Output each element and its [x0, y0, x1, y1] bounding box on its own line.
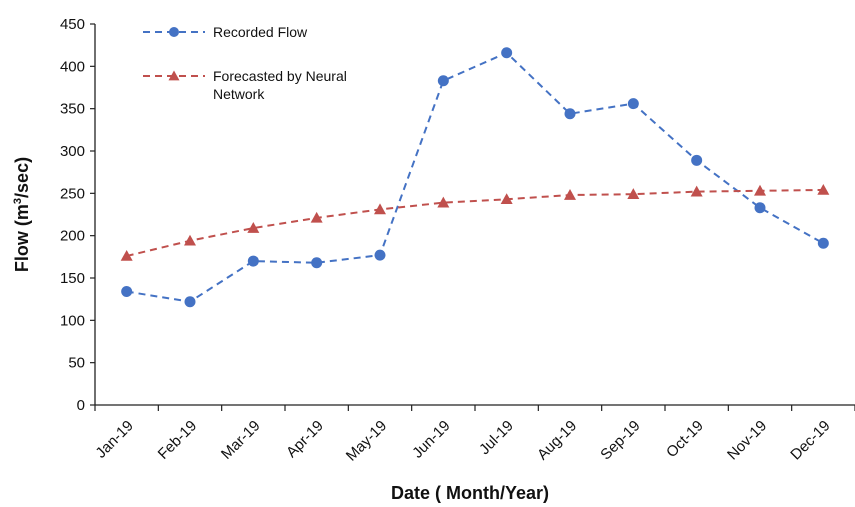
x-ticks: Jan-19 Feb-19 Mar-19 Apr-19 May-19 Jun-19 Jul-…	[92, 405, 855, 465]
x-tick-label: Feb-19	[155, 417, 201, 463]
y-tick-label: 100	[60, 312, 85, 329]
x-tick-label: Mar-19	[218, 417, 264, 463]
data-point-forecast	[500, 193, 513, 205]
data-point-forecast	[310, 211, 323, 223]
data-point-recorded-flow	[817, 237, 829, 249]
data-point-forecast	[120, 249, 133, 261]
data-point-forecast	[564, 189, 576, 200]
x-tick-label: Dec-19	[787, 417, 833, 463]
x-tick-label: Oct-19	[663, 417, 707, 461]
legend-forecast-marker	[168, 70, 180, 81]
y-tick-label: 250	[60, 185, 85, 202]
data-point-recorded-flow	[121, 286, 133, 298]
data-point-forecast	[374, 203, 386, 215]
x-tick-label: Sep-19	[597, 417, 643, 463]
data-point-recorded-flow	[627, 98, 639, 110]
series-recorded-flow-line	[126, 51, 824, 303]
axes	[94, 24, 855, 406]
x-tick-label: Jan-19	[92, 417, 136, 461]
y-axis-title-tail: /sec)	[12, 157, 32, 198]
y-axis-title-main: Flow (m	[12, 204, 32, 272]
series-layer	[120, 47, 830, 308]
y-tick-label: 350	[60, 101, 85, 118]
data-point-forecast	[817, 183, 830, 195]
data-point-forecast	[437, 196, 450, 208]
legend-forecast-label-line2: Network	[213, 86, 265, 102]
y-tick-label: 450	[60, 16, 85, 33]
data-point-forecast	[690, 185, 703, 197]
data-point-forecast	[247, 222, 260, 233]
y-tick-label: 200	[60, 228, 85, 245]
data-point-forecast	[627, 188, 640, 199]
y-tick-label: 150	[60, 270, 85, 287]
data-point-forecast	[754, 184, 766, 196]
series-forecast	[120, 183, 830, 261]
x-axis-title: Date ( Month/Year)	[391, 483, 549, 503]
legend-item-forecast: Forecasted by Neural Network	[143, 68, 351, 102]
y-tick-label: 50	[68, 355, 85, 372]
x-tick-label: Jun-19	[409, 417, 453, 461]
data-point-forecast	[184, 234, 196, 246]
x-tick-label: Nov-19	[724, 417, 770, 463]
y-ticks: 0 50 100 150 200 250 300 350 400 450	[60, 16, 95, 414]
data-point-recorded-flow	[437, 75, 449, 87]
x-tick-label: Aug-19	[534, 417, 580, 463]
series-recorded-flow	[121, 47, 829, 308]
x-tick-label: May-19	[343, 417, 390, 464]
legend-forecast-label-line1: Forecasted by Neural	[213, 68, 347, 84]
legend-forecast-label: Forecasted by Neural Network	[213, 68, 351, 102]
x-tick-label: Apr-19	[283, 417, 327, 461]
legend-recorded-flow-label: Recorded Flow	[213, 24, 308, 40]
y-tick-label: 0	[77, 397, 85, 414]
y-tick-label: 400	[60, 58, 85, 75]
data-point-recorded-flow	[184, 296, 196, 308]
legend: Recorded Flow Forecasted by Neural Netwo…	[143, 24, 351, 102]
series-forecast-line	[126, 188, 824, 257]
x-tick-label: Jul-19	[476, 417, 517, 458]
y-axis-title-superscript: 3	[12, 198, 24, 204]
data-point-recorded-flow	[247, 255, 259, 267]
data-point-recorded-flow	[311, 257, 323, 269]
legend-recorded-flow-marker	[169, 27, 179, 37]
data-point-recorded-flow	[501, 47, 513, 59]
legend-item-recorded-flow: Recorded Flow	[143, 24, 308, 40]
data-point-recorded-flow	[374, 249, 386, 261]
y-axis-title: Flow (m3/sec)	[12, 157, 32, 272]
data-point-recorded-flow	[691, 154, 703, 166]
y-tick-label: 300	[60, 143, 85, 160]
data-point-recorded-flow	[564, 108, 576, 120]
data-point-recorded-flow	[754, 202, 766, 214]
